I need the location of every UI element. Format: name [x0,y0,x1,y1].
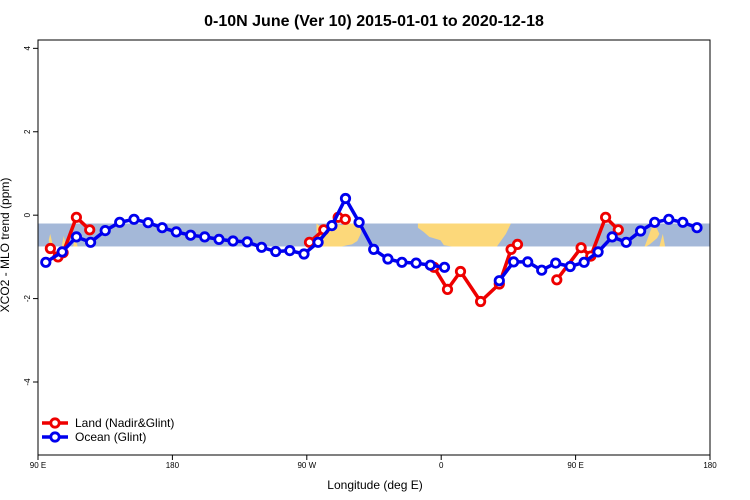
land-point-13 [474,295,487,308]
land-patch-6 [644,223,660,247]
ocean-point-6 [114,216,126,228]
legend-marker-ocean [49,431,61,443]
ocean-point-38 [606,231,618,243]
ocean-point-7 [128,213,140,225]
ocean-point-12 [199,231,211,243]
y-tick-label-1: -4 [23,378,32,386]
ocean-point-2 [56,246,68,258]
ocean-point-11 [185,229,197,241]
ocean-point-37 [592,246,604,258]
legend-marker-land [49,417,61,429]
land-patch-7 [659,233,666,247]
ocean-point-31 [507,256,520,268]
ocean-point-35 [564,260,576,273]
y-tick-label-5: 4 [23,46,32,51]
ocean-point-3 [70,231,83,243]
ocean-point-43 [677,216,689,228]
ocean-point-17 [270,245,282,258]
ocean-point-27 [410,257,422,269]
x-tick-label-4: 0 [439,461,444,470]
ocean-point-18 [284,245,296,257]
legend: Land (Nadir&Glint)Ocean (Glint) [42,416,174,444]
land-point-4 [70,211,83,223]
chart-title: 0-10N June (Ver 10) 2015-01-01 to 2020-1… [204,13,544,30]
ocean-point-29 [438,261,451,273]
ocean-point-15 [241,236,253,248]
ocean-point-40 [634,225,647,237]
ocean-point-44 [691,222,703,234]
ocean-point-5 [99,225,111,237]
x-tick-label-3: 90 W [297,461,316,470]
land-point-9 [339,213,351,225]
x-tick-label-5: 90 E [567,461,583,470]
ocean-point-19 [298,248,310,260]
x-tick-label-1: 90 E [30,461,46,470]
land-patch-5 [417,223,511,247]
ocean-point-16 [255,241,268,253]
ocean-point-26 [396,256,408,268]
y-tick-label-3: 0 [23,212,32,217]
ocean-point-42 [663,213,675,225]
ocean-point-36 [578,256,590,268]
ocean-point-23 [353,216,365,228]
ocean-point-13 [213,233,225,245]
plot-frame [37,39,711,456]
ocean-point-41 [649,216,661,228]
land-point-18 [575,242,587,254]
ocean-point-20 [312,236,324,248]
series-lines [40,192,703,308]
land-point-11 [441,283,454,295]
ocean-point-9 [156,222,168,234]
land-point-5 [84,224,96,236]
ocean-point-22 [339,192,352,205]
land-point-16 [511,238,524,250]
ocean-point-33 [536,264,548,276]
ocean-series [40,192,703,287]
ocean-point-24 [368,243,380,255]
legend-label-ocean: Ocean (Glint) [75,430,146,444]
land-point-1 [44,242,57,255]
x-axis-label: Longitude (deg E) [327,478,422,492]
x-tick-label-6: 180 [703,461,717,470]
ocean-point-25 [382,253,394,265]
ocean-point-28 [424,259,436,271]
y-tick-label-2: -2 [23,294,32,302]
y-axis-label: XCO2 - MLO trend (ppm) [0,178,12,313]
ocean-point-1 [40,256,52,268]
land-point-12 [454,265,467,278]
legend-label-land: Land (Nadir&Glint) [75,416,174,430]
land-point-21 [612,224,624,236]
land-point-17 [551,274,563,286]
ocean-point-8 [142,217,154,229]
land-point-20 [599,211,612,223]
x-tick-label-2: 180 [166,461,180,470]
ocean-point-10 [170,226,182,238]
ocean-point-30 [493,275,505,287]
ocean-point-32 [522,256,534,268]
axes: 90 E 180 90 W 0 90 E 180 -4 -2 0 2 4 [23,39,717,470]
ocean-point-34 [550,257,562,269]
y-tick-label-4: 2 [23,129,32,134]
ocean-point-14 [227,235,239,247]
ocean-point-21 [326,220,338,232]
ocean-point-4 [85,236,97,248]
ocean-point-39 [620,236,632,248]
